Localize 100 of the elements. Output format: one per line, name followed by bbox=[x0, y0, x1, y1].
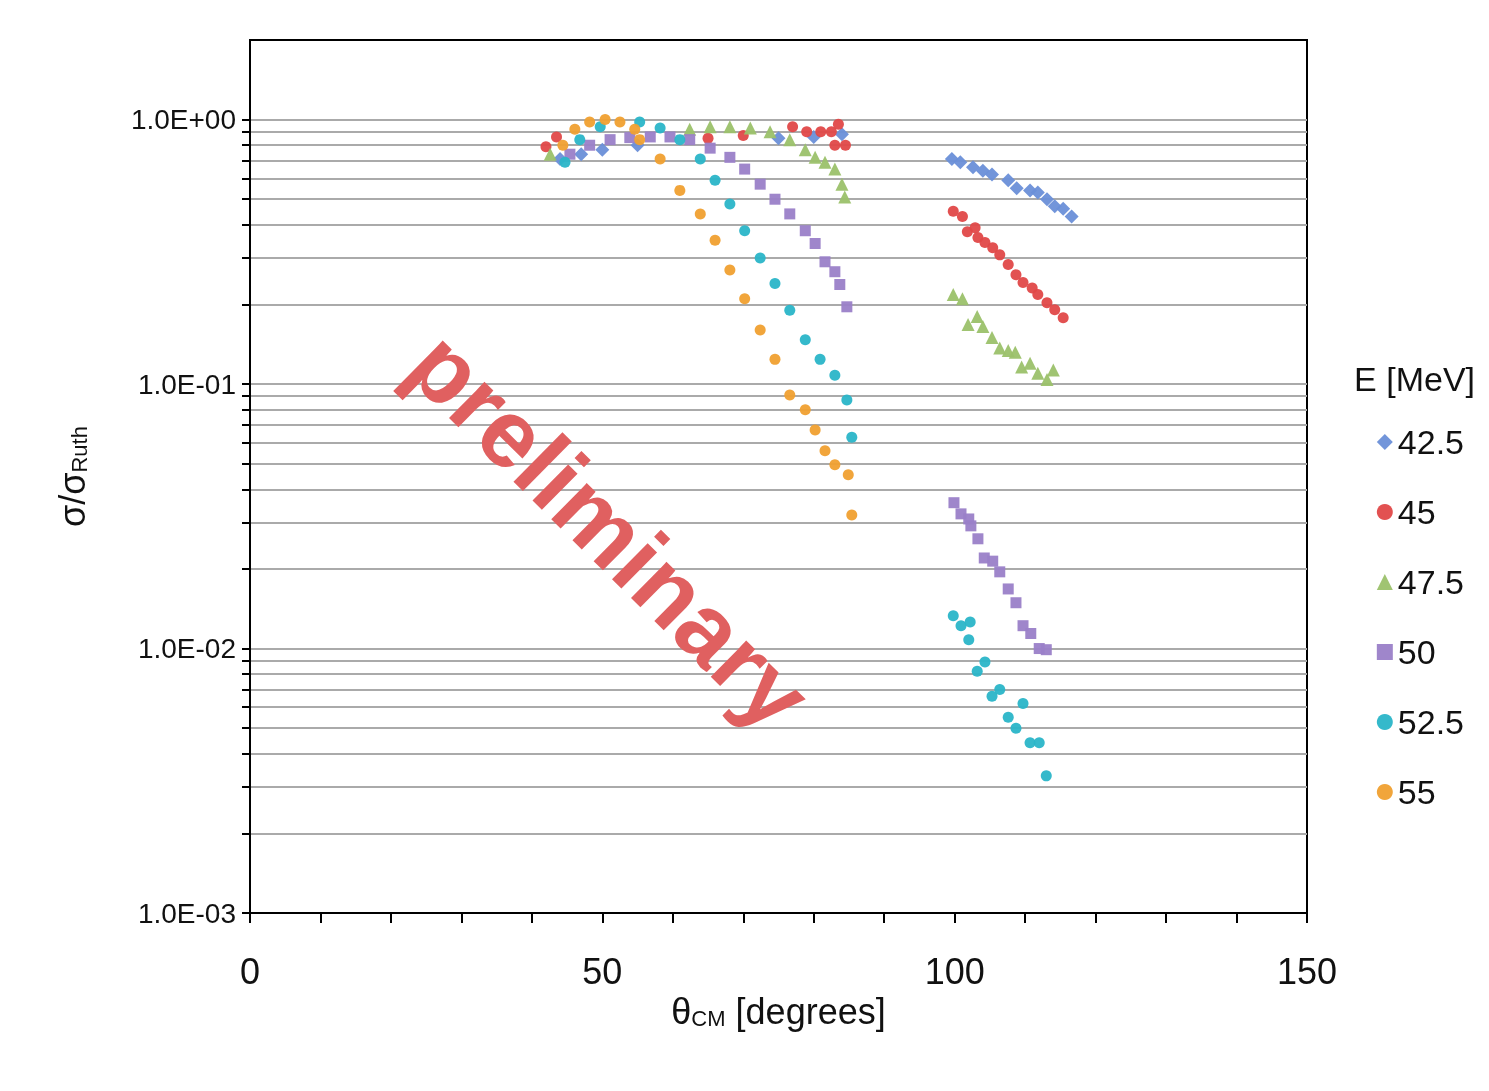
point bbox=[953, 155, 968, 170]
point bbox=[574, 147, 589, 162]
point bbox=[1056, 201, 1071, 216]
point bbox=[946, 288, 960, 302]
point bbox=[956, 211, 968, 223]
point bbox=[783, 133, 797, 147]
point bbox=[1017, 277, 1029, 289]
point bbox=[709, 174, 721, 186]
point bbox=[829, 459, 841, 471]
point bbox=[543, 147, 557, 161]
x-tick-label: 100 bbox=[924, 950, 985, 992]
point bbox=[1032, 289, 1044, 301]
point bbox=[557, 139, 569, 151]
legend-label: 55 bbox=[1397, 773, 1436, 811]
point bbox=[1008, 345, 1022, 359]
point bbox=[739, 293, 751, 305]
legend-label: 50 bbox=[1397, 633, 1436, 671]
point bbox=[599, 114, 611, 126]
point bbox=[838, 190, 852, 204]
point bbox=[724, 198, 736, 210]
point bbox=[654, 122, 666, 134]
point bbox=[994, 249, 1006, 261]
point bbox=[828, 162, 842, 176]
point bbox=[771, 131, 786, 146]
point bbox=[739, 225, 751, 237]
point bbox=[963, 634, 975, 646]
point bbox=[787, 121, 799, 133]
x-tick-label: 50 bbox=[582, 950, 623, 992]
point bbox=[674, 134, 686, 146]
point bbox=[976, 320, 990, 334]
point bbox=[694, 153, 706, 165]
point bbox=[801, 126, 813, 138]
point bbox=[986, 690, 998, 702]
point bbox=[1002, 583, 1014, 595]
point bbox=[979, 656, 991, 668]
point bbox=[965, 160, 980, 175]
legend-label: 42.5 bbox=[1397, 423, 1465, 461]
point bbox=[846, 431, 858, 443]
x-axis-title: θCM [degrees] bbox=[671, 991, 886, 1033]
legend-label: 52.5 bbox=[1397, 703, 1465, 741]
point bbox=[614, 116, 626, 128]
point bbox=[972, 533, 984, 545]
point bbox=[629, 123, 641, 135]
point bbox=[846, 509, 858, 521]
point bbox=[1040, 770, 1052, 782]
point bbox=[754, 252, 766, 264]
point bbox=[1010, 722, 1022, 734]
point bbox=[569, 123, 581, 135]
point bbox=[994, 684, 1006, 695]
point bbox=[551, 131, 563, 143]
point bbox=[784, 208, 796, 220]
point bbox=[834, 278, 846, 290]
point bbox=[769, 193, 781, 205]
point bbox=[987, 555, 999, 567]
legend-title: E [MeV] bbox=[1354, 360, 1476, 398]
point bbox=[948, 497, 960, 509]
point bbox=[574, 134, 586, 146]
point bbox=[784, 304, 796, 316]
point bbox=[1064, 209, 1079, 224]
point bbox=[763, 125, 777, 139]
point bbox=[969, 222, 981, 234]
point bbox=[1002, 711, 1014, 723]
point bbox=[1010, 597, 1022, 609]
point bbox=[1010, 269, 1022, 281]
point bbox=[1040, 644, 1052, 656]
point bbox=[1015, 360, 1029, 374]
point bbox=[994, 566, 1006, 578]
point bbox=[595, 142, 610, 157]
point bbox=[808, 150, 822, 164]
point bbox=[829, 369, 841, 381]
point bbox=[809, 424, 821, 436]
legend-label: 47.5 bbox=[1397, 563, 1465, 601]
point bbox=[664, 131, 676, 143]
point bbox=[1049, 304, 1061, 316]
point bbox=[559, 156, 571, 168]
point bbox=[955, 620, 967, 632]
point bbox=[1046, 363, 1060, 377]
point bbox=[947, 205, 959, 217]
point bbox=[1001, 173, 1016, 188]
point bbox=[644, 131, 656, 143]
point bbox=[724, 151, 736, 163]
point bbox=[1057, 312, 1069, 324]
point bbox=[841, 394, 853, 406]
point bbox=[829, 266, 841, 278]
point bbox=[964, 616, 976, 628]
point bbox=[839, 139, 851, 151]
point bbox=[723, 120, 737, 134]
point bbox=[743, 121, 757, 135]
point bbox=[971, 665, 983, 677]
point bbox=[1017, 620, 1029, 632]
y-axis-title: σ/σRuth bbox=[51, 426, 93, 527]
point bbox=[832, 118, 844, 130]
point bbox=[814, 353, 826, 365]
x-tick-label: 150 bbox=[1276, 950, 1338, 992]
point bbox=[829, 139, 841, 151]
point bbox=[754, 324, 766, 336]
point bbox=[703, 120, 717, 134]
point bbox=[1017, 697, 1029, 709]
y-tick-label: 1.0E-03 bbox=[137, 897, 236, 929]
point bbox=[634, 134, 646, 146]
